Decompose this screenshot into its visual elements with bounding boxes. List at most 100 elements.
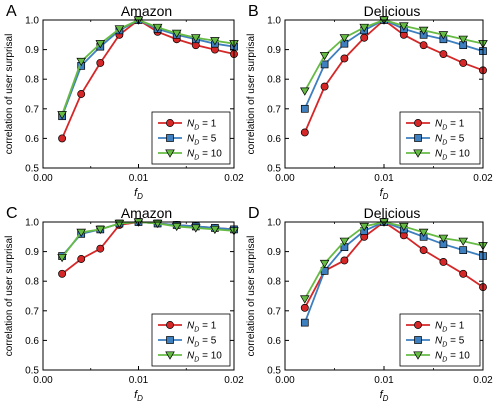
legend-label-n: N [187,321,195,332]
data-point [419,41,428,50]
legend-label: ND = 10 [187,351,222,364]
x-axis-label: fD [134,187,143,201]
x-axis-label-subscript: D [137,192,143,201]
legend-label-sub: D [194,155,199,162]
data-point [171,222,182,232]
legend-label: ND = 1 [435,321,465,334]
y-tick-label: 0.7 [25,104,39,115]
x-tick-label: 0.01 [374,173,394,184]
y-tick-label: 1.0 [267,218,281,229]
panel-letter: D [248,205,260,222]
x-tick-label: 0.00 [275,173,295,184]
legend-label-sub: D [194,342,199,349]
legend-marker [166,119,174,127]
y-tick-label: 0.8 [25,277,39,288]
x-tick-label: 0.01 [129,375,149,386]
data-point [418,228,429,238]
legend-marker [414,321,422,329]
legend-label: ND = 1 [187,321,217,334]
y-tick-label: 0.9 [25,45,39,56]
data-point [439,50,448,58]
data-point [458,237,469,246]
data-point [319,51,330,61]
chart-title: Amazon [121,205,172,221]
legend-label-sub: D [442,140,447,147]
data-point [57,111,67,120]
legend-label: ND = 10 [435,351,470,364]
data-point [300,303,309,312]
y-tick-label: 0.5 [25,366,39,377]
series-line-3 [304,221,484,300]
legend-marker [413,149,423,158]
data-point [360,33,369,42]
y-tick-label: 0.5 [267,164,281,175]
data-point [300,128,309,137]
data-point [171,29,182,39]
y-tick-label: 0.9 [267,247,281,258]
data-point [300,318,309,327]
legend: ND = 1ND = 5ND = 10 [151,313,231,367]
data-point [96,58,105,67]
panel-c: C Amazon 0.5 0.6 0.7 0.8 0.9 1.0 0.00 0.01 0.02 fD c… [4,205,244,403]
panel-letter: A [6,3,17,20]
legend-label-sub: D [442,342,447,349]
y-tick-label: 0.7 [25,306,39,317]
data-point [58,134,67,143]
data-point [77,255,86,263]
x-axis-label-subscript: D [137,394,143,403]
y-tick-label: 0.8 [25,75,39,86]
data-point [458,35,469,44]
legend-marker [413,351,423,360]
legend-marker [166,134,174,142]
legend: ND = 1ND = 5ND = 10 [399,111,481,165]
legend-label-sub: D [442,125,447,132]
legend-label-value: = 1 [199,119,216,130]
x-axis-label: fD [380,187,389,201]
panel-d: D Delicious 0.5 0.6 0.7 0.8 0.9 1.0 0.00 0.01 0.02… [246,205,493,403]
legend-label: ND = 10 [435,149,470,162]
y-axis-label: correlation of user surprisal [246,236,257,357]
legend-label-value: = 5 [447,134,464,145]
legend-label: ND = 5 [187,336,217,349]
data-point [190,34,201,43]
legend-label-value: = 10 [199,351,222,362]
data-point [418,26,429,36]
y-axis-label: correlation of user surprisal [246,34,257,155]
legend-marker [414,336,422,344]
data-point [77,90,86,98]
legend: ND = 1 ND = 5 ND = 10 [399,313,481,367]
y-tick-label: 0.6 [25,336,39,347]
data-point [299,295,310,304]
y-tick-label: 0.7 [267,104,281,115]
y-tick-label: 0.5 [25,164,39,175]
x-tick-label: 0.01 [374,375,394,386]
y-tick-label: 1.0 [25,218,39,229]
data-point [210,37,220,46]
panel-a: A Amazon 0.5 0.6 0.7 0.8 0.9 1.0 0.00 0.01 0.02 fD c… [4,3,244,201]
legend-label-sub: D [194,140,199,147]
legend-label-n: N [435,119,443,130]
legend-label: ND = 5 [187,134,217,147]
legend-label-n: N [435,351,443,362]
y-tick-label: 0.6 [25,134,39,145]
legend-label-n: N [187,149,195,160]
legend-label-sub: D [194,125,199,132]
data-point [339,237,350,246]
x-axis-label: fD [134,389,143,403]
y-tick-label: 0.5 [267,366,281,377]
legend-label-sub: D [194,357,199,364]
chart-title: Delicious [364,3,421,19]
legend-marker [165,351,175,360]
legend-label-n: N [187,119,195,130]
legend-label: ND = 5 [435,336,465,349]
x-tick-label: 0.02 [473,375,493,386]
legend-label-value: = 10 [447,149,470,160]
x-axis-label-subscript: D [383,192,389,201]
data-point [438,31,449,40]
y-tick-label: 1.0 [267,16,281,27]
legend-label: ND = 1 [187,119,217,132]
legend-label-value: = 10 [199,149,222,160]
data-point [459,246,468,254]
legend-label: ND = 1 [435,119,465,132]
